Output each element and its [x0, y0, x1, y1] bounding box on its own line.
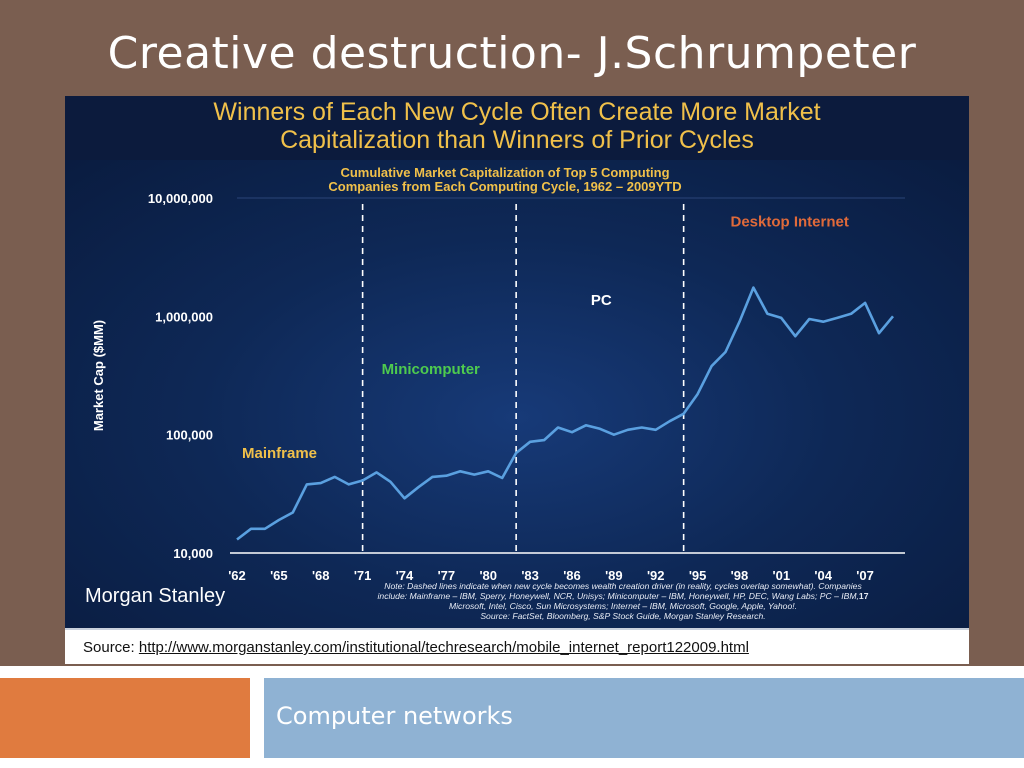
- page-number: 17: [858, 591, 869, 601]
- x-tick-label: '74: [396, 568, 414, 583]
- y-tick-label: 10,000: [173, 546, 213, 561]
- x-tick-label: '07: [856, 568, 874, 583]
- figure-header: Winners of Each New Cycle Often Create M…: [65, 96, 969, 161]
- x-tick-label: '86: [563, 568, 581, 583]
- chart-note: Note: Dashed lines indicate when new cyc…: [283, 581, 963, 621]
- y-tick-label: 1,000,000: [155, 309, 213, 324]
- cycle-label: Desktop Internet: [731, 214, 849, 231]
- x-tick-label: '71: [354, 568, 372, 583]
- chart-title: Cumulative Market Capitalization of Top …: [265, 166, 745, 194]
- x-tick-label: '92: [647, 568, 665, 583]
- cycle-label: Minicomputer: [382, 361, 480, 378]
- figure-headline: Winners of Each New Cycle Often Create M…: [65, 98, 969, 154]
- x-tick-label: '65: [270, 568, 288, 583]
- chart-figure: Winners of Each New Cycle Often Create M…: [65, 96, 969, 664]
- source-text: Source: http://www.morganstanley.com/ins…: [83, 639, 749, 656]
- source-link[interactable]: http://www.morganstanley.com/institution…: [138, 639, 749, 656]
- x-tick-label: '01: [773, 568, 791, 583]
- x-tick-label: '77: [438, 568, 456, 583]
- footer-accent-block: [0, 678, 250, 758]
- x-tick-label: '83: [521, 568, 539, 583]
- note-line-4: Source: FactSet, Bloomberg, S&P Stock Gu…: [480, 611, 766, 621]
- chart-title-line-1: Cumulative Market Capitalization of Top …: [340, 165, 670, 180]
- note-line-2: include: Mainframe – IBM, Sperry, Honeyw…: [283, 591, 963, 601]
- y-axis-label: Market Cap ($MM): [91, 320, 106, 431]
- morgan-stanley-logo: Morgan Stanley: [85, 585, 226, 607]
- note-line-1: Note: Dashed lines indicate when new cyc…: [384, 581, 862, 591]
- footer-bar: Computer networks: [264, 678, 1024, 758]
- x-tick-label: '80: [479, 568, 497, 583]
- plot-area: [65, 160, 969, 628]
- x-tick-label: '68: [312, 568, 330, 583]
- footer-text: Computer networks: [276, 702, 513, 730]
- note-line-3: Microsoft, Intel, Cisco, Sun Microsystem…: [448, 601, 798, 611]
- source-strip: Source: http://www.morganstanley.com/ins…: [65, 628, 969, 664]
- x-tick-label: '62: [228, 568, 246, 583]
- market-cap-series-line: [236, 286, 895, 541]
- y-tick-label: 100,000: [166, 428, 213, 443]
- slide-title: Creative destruction- J.Schrumpeter: [107, 28, 917, 79]
- x-tick-label: '89: [605, 568, 623, 583]
- market-cap-chart: 10,000 100,000 1,000,000 10,000,000 '62 '65 '6…: [91, 191, 905, 583]
- x-tick-label: '04: [814, 568, 832, 583]
- chart-title-line-2: Companies from Each Computing Cycle, 196…: [328, 179, 682, 194]
- figure-headline-line-2: Capitalization than Winners of Prior Cyc…: [280, 126, 754, 154]
- x-tick-label: '98: [731, 568, 749, 583]
- cycle-label: Mainframe: [242, 445, 317, 462]
- source-label: Source:: [83, 639, 139, 656]
- y-tick-label: 10,000,000: [148, 191, 213, 206]
- note-line-2-text: include: Mainframe – IBM, Sperry, Honeyw…: [377, 591, 859, 601]
- x-tick-label: '95: [689, 568, 707, 583]
- cycle-label: PC: [591, 292, 612, 309]
- figure-headline-line-1: Winners of Each New Cycle Often Create M…: [213, 98, 821, 126]
